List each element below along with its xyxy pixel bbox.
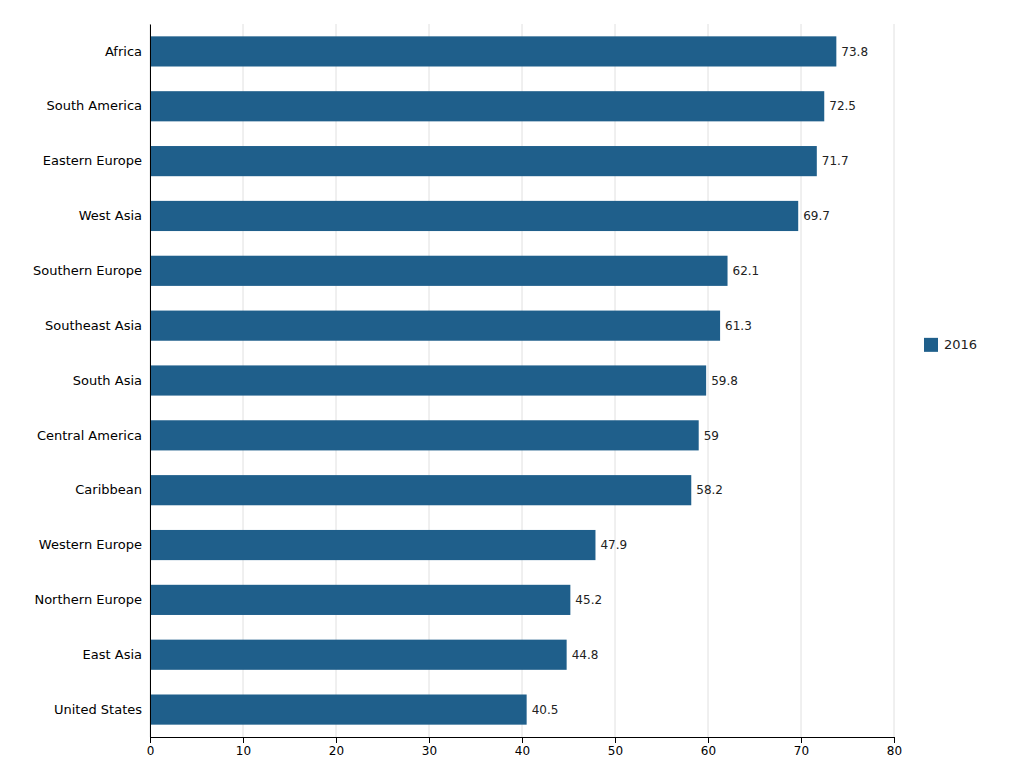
tick: East Asia [83,647,150,662]
tick: South Asia [73,373,150,388]
tick-label: 0 [147,744,155,758]
tick: Western Europe [39,537,150,552]
bar [150,91,824,121]
chart: 73.8 72.5 71.7 69.7 62.1 61.3 59.8 59 58.2 47.9 45… [0,0,1024,781]
y-axis: Africa South America Eastern Europe West As… [33,25,150,738]
tick-label: 10 [236,744,251,758]
data-label: 58.2 [696,483,723,497]
data-label: 61.3 [725,319,752,333]
tick-label: West Asia [79,208,142,223]
tick: West Asia [79,208,150,223]
data-labels: 73.8 72.5 71.7 69.7 62.1 61.3 59.8 59 58.2 47.9 45… [532,45,868,717]
tick-label: 20 [329,744,344,758]
bar [150,530,595,560]
tick-mark [708,737,709,743]
data-label: 47.9 [600,538,627,552]
tick: 50 [608,737,623,758]
tick-mark [801,737,802,743]
tick: 60 [701,737,716,758]
legend-swatch [924,338,938,352]
tick: 20 [329,737,344,758]
tick-label: Caribbean [75,482,142,497]
bar [150,146,817,176]
tick-label: Central America [37,428,142,443]
legend: 2016 [924,337,977,352]
grid [150,24,894,737]
bar [150,311,720,341]
bar [150,585,570,615]
data-label: 72.5 [829,99,856,113]
data-label: 40.5 [532,703,559,717]
tick-mark [615,737,616,743]
data-label: 73.8 [841,45,868,59]
axis-line [151,738,895,744]
grid-line [894,24,895,737]
tick-mark [894,737,895,743]
tick-label: Southern Europe [33,263,142,278]
axis-line [150,25,151,738]
tick-label: 50 [608,744,623,758]
data-label: 62.1 [733,264,760,278]
tick-label: United States [54,702,142,717]
tick-label: 30 [422,744,437,758]
bar [150,640,567,670]
bar [150,256,728,286]
grid-line [708,24,709,737]
bar [150,475,691,505]
tick: 0 [147,737,155,758]
data-label: 44.8 [572,648,599,662]
bar [150,694,527,724]
x-axis: 0 10 20 30 40 50 60 70 80 [147,737,902,758]
bar [150,201,798,231]
data-label: 59.8 [711,374,738,388]
tick: Central America [37,428,150,443]
tick: Caribbean [75,482,150,497]
tick-label: South Asia [73,373,142,388]
tick-label: 40 [515,744,530,758]
tick-mark [522,737,523,743]
tick-label: East Asia [83,647,142,662]
tick-label: 60 [701,744,716,758]
tick-label: 80 [887,744,902,758]
tick-label: Western Europe [39,537,142,552]
tick: Africa [105,44,150,59]
tick: Northern Europe [34,592,150,607]
plot: 73.8 72.5 71.7 69.7 62.1 61.3 59.8 59 58.2 47.9 45… [33,24,977,758]
grid-line [801,24,802,737]
bar [150,420,699,450]
legend-label: 2016 [944,337,977,352]
tick: United States [54,702,150,717]
tick: 30 [422,737,437,758]
tick: Southeast Asia [45,318,150,333]
tick: South America [46,98,150,113]
bar [150,365,706,395]
tick-label: South America [46,98,142,113]
tick: Southern Europe [33,263,150,278]
bars [150,36,836,724]
tick: Eastern Europe [43,153,150,168]
tick-label: Northern Europe [34,592,142,607]
tick-label: 70 [794,744,809,758]
tick: 10 [236,737,251,758]
data-label: 71.7 [822,154,849,168]
tick-label: Africa [105,44,142,59]
tick-mark [243,737,244,743]
data-label: 69.7 [803,209,830,223]
tick-label: Eastern Europe [43,153,142,168]
tick: 40 [515,737,530,758]
tick: 80 [887,737,902,758]
tick-mark [336,737,337,743]
tick-label: Southeast Asia [45,318,142,333]
tick-mark [429,737,430,743]
bar [150,36,836,66]
tick-mark [150,737,151,743]
data-label: 45.2 [575,593,602,607]
legend-item: 2016 [924,337,977,352]
data-label: 59 [704,429,719,443]
tick: 70 [794,737,809,758]
grid-line [150,24,151,737]
